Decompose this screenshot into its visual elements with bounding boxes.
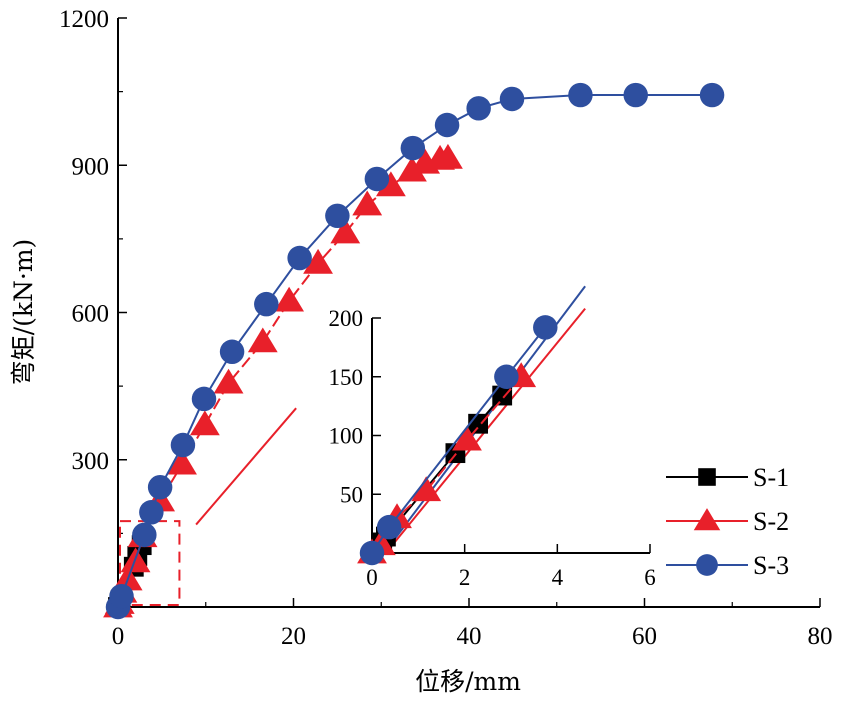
- inset-data-point: [359, 540, 385, 566]
- data-point: [466, 96, 491, 121]
- inset-data-point: [376, 514, 402, 540]
- x-tick-label: 40: [457, 623, 482, 650]
- data-point: [623, 82, 648, 108]
- inset-data-point: [533, 315, 558, 340]
- data-point: [433, 143, 463, 169]
- legend-marker-triangle-icon: [693, 508, 721, 531]
- data-point: [191, 386, 217, 412]
- zoom-box: [119, 520, 181, 607]
- zoom-indicator: [119, 407, 297, 607]
- inset-x-tick-label: 2: [459, 565, 471, 590]
- y-tick-label: 900: [72, 153, 110, 180]
- legend: S-1 S-2 S-3: [666, 463, 789, 580]
- legend-item-s-1: S-1: [666, 463, 789, 492]
- data-point: [303, 248, 333, 274]
- inset-data-point: [411, 476, 442, 502]
- legend-label: S-3: [753, 551, 789, 580]
- data-point: [699, 82, 725, 108]
- inset-y-tick-label: 150: [329, 365, 364, 390]
- inset-data-point: [492, 385, 513, 406]
- data-point: [499, 86, 525, 112]
- data-point: [189, 410, 220, 436]
- inset-series-layer: [357, 285, 586, 566]
- inset-series-line-s-3: [371, 326, 547, 554]
- legend-label: S-2: [753, 507, 789, 536]
- data-point: [352, 190, 383, 216]
- y-tick-label: 300: [72, 448, 110, 475]
- data-point: [397, 156, 427, 182]
- data-point: [147, 474, 173, 500]
- inset-y-tick-label: 100: [329, 424, 364, 449]
- data-point: [375, 171, 406, 197]
- y-tick-label: 1200: [59, 6, 109, 33]
- data-point: [139, 500, 164, 525]
- series-s-3: [105, 82, 725, 620]
- inset-x-tick-label: 0: [366, 565, 378, 590]
- y-axis-title: 弯矩/(kN·m): [9, 239, 38, 386]
- data-point: [400, 135, 426, 161]
- data-point: [287, 245, 312, 271]
- data-point: [132, 522, 157, 548]
- data-point: [364, 166, 390, 192]
- inset-data-point: [468, 413, 489, 434]
- zoom-connector-line: [195, 407, 297, 526]
- data-point: [170, 432, 196, 458]
- y-tick-label: 600: [72, 301, 110, 328]
- series-s-2: [103, 143, 463, 618]
- data-point: [109, 583, 134, 609]
- inset-x-tick-label: 4: [552, 565, 564, 590]
- legend-marker-square-icon: [698, 468, 716, 486]
- inset-axes: 0 2 4 6 50 100 150 200: [329, 306, 656, 590]
- data-point: [167, 449, 197, 475]
- inset-y-tick-label: 50: [340, 482, 363, 507]
- data-point: [330, 218, 361, 244]
- data-point: [247, 327, 278, 353]
- legend-marker-circle-icon: [696, 554, 718, 576]
- data-point: [274, 286, 305, 312]
- legend-label: S-1: [753, 463, 789, 492]
- data-point: [219, 339, 245, 365]
- data-point: [434, 112, 460, 138]
- x-tick-label: 60: [632, 623, 657, 650]
- inset-data-point: [494, 364, 519, 389]
- inset-series-s-3: [359, 315, 558, 566]
- legend-item-s-2: S-2: [666, 507, 789, 536]
- inset-y-tick-label: 200: [329, 306, 364, 331]
- data-point: [254, 291, 279, 317]
- series-line-s-2: [117, 157, 449, 608]
- data-point: [213, 368, 244, 394]
- x-axis-title: 位移/mm: [415, 667, 521, 696]
- main-series-layer: [103, 82, 725, 620]
- x-tick-label: 20: [281, 623, 306, 650]
- x-tick-label: 0: [112, 623, 125, 650]
- inset-data-point: [452, 425, 482, 451]
- legend-item-s-3: S-3: [666, 551, 789, 580]
- data-point: [568, 82, 593, 108]
- x-tick-label: 80: [808, 623, 833, 650]
- inset-x-tick-label: 6: [644, 565, 656, 590]
- data-point: [325, 203, 350, 229]
